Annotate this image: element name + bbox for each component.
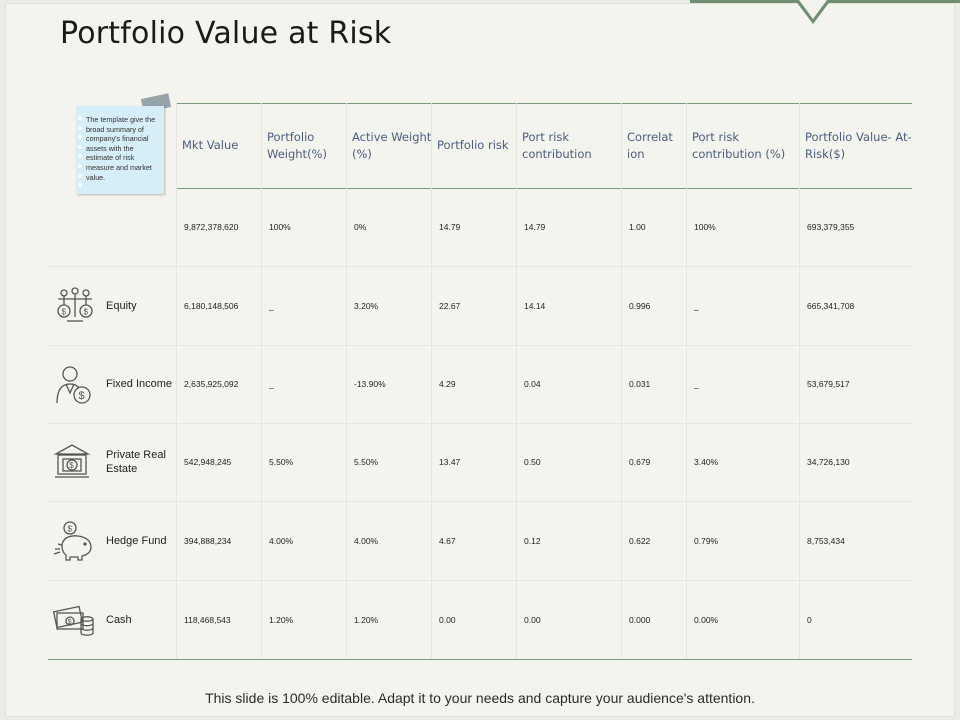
table-cell: 0% — [354, 222, 367, 232]
table-cell: 100% — [269, 222, 291, 232]
piggy-bank-icon: $ — [52, 520, 98, 567]
cash-coins-icon: $ — [52, 599, 98, 644]
row-label: Hedge Fund — [106, 535, 167, 547]
column-divider — [261, 103, 262, 659]
table-cell: 13.47 — [439, 457, 461, 467]
note-text: The template give the broad summary of c… — [86, 115, 156, 182]
table-cell: 0.622 — [629, 536, 651, 546]
table-cell: _ — [694, 301, 699, 311]
column-divider — [799, 103, 800, 659]
table-cell: 0 — [807, 615, 812, 625]
table-cell: 118,468,543 — [184, 615, 231, 625]
table-cell: 693,379,355 — [807, 222, 855, 232]
slide-background — [6, 4, 954, 716]
table-cell: 4.00% — [354, 536, 379, 546]
row-separator — [48, 345, 912, 346]
table-cell: 53,679,517 — [807, 379, 850, 389]
table-cell: 5.50% — [269, 457, 294, 467]
row-separator — [48, 501, 912, 502]
row-label: Fixed Income — [106, 378, 173, 390]
column-header: Correlat ion — [627, 130, 673, 161]
table-cell: 0.50 — [524, 457, 541, 467]
table-cell: 4.00% — [269, 536, 294, 546]
table-cell: 394,888,234 — [184, 536, 232, 546]
table-cell: 1.20% — [269, 615, 294, 625]
column-divider — [346, 103, 347, 659]
table-cell: 2,635,925,092 — [184, 379, 239, 389]
table-cell: 5.50% — [354, 457, 379, 467]
svg-text:$: $ — [68, 619, 72, 626]
table-cell: 14.14 — [524, 301, 546, 311]
row-label: Cash — [106, 614, 132, 626]
table-bottom-rule — [48, 659, 912, 660]
person-dollar-icon: $ — [52, 363, 96, 412]
column-header: Mkt Value — [182, 138, 239, 152]
svg-text:$: $ — [62, 308, 67, 317]
header-bottom-rule — [176, 188, 912, 189]
column-divider — [686, 103, 687, 659]
column-header: Portfolio Weight(%) — [267, 130, 327, 161]
column-divider — [431, 103, 432, 659]
table-cell: 0.679 — [629, 457, 651, 467]
row-label: Private Real Estate — [106, 449, 166, 475]
svg-text:$: $ — [69, 461, 74, 470]
table-cell: 34,726,130 — [807, 457, 850, 467]
table-cell: 6,180,148,506 — [184, 301, 239, 311]
table-cell: _ — [269, 379, 274, 389]
table-cell: 0.000 — [629, 615, 651, 625]
column-header: Portfolio Value- At- Risk($) — [805, 130, 912, 161]
page-title: Portfolio Value at Risk — [60, 16, 392, 51]
svg-text:$: $ — [79, 390, 85, 402]
table-cell: 0.00% — [694, 615, 719, 625]
table-cell: 542,948,245 — [184, 457, 232, 467]
table-cell: 665,341,708 — [807, 301, 855, 311]
table-cell: 0.031 — [629, 379, 651, 389]
row-separator — [48, 580, 912, 581]
table-cell: 3.20% — [354, 301, 379, 311]
table-cell: 0.79% — [694, 536, 719, 546]
table-cell: _ — [694, 379, 699, 389]
column-header: Active Weight (%) — [352, 130, 432, 161]
table-cell: 0.00 — [524, 615, 541, 625]
column-divider — [176, 103, 177, 659]
table-cell: 4.67 — [439, 536, 456, 546]
table-cell: 22.67 — [439, 301, 461, 311]
row-separator — [48, 266, 912, 267]
sticky-note: The template give the broad summary of c… — [76, 106, 164, 194]
bank-building-icon: $ — [52, 441, 92, 486]
table-cell: 14.79 — [439, 222, 461, 232]
column-header: Port risk contribution (%) — [692, 130, 786, 161]
table-cell: _ — [269, 301, 274, 311]
column-header: Port risk contribution — [522, 130, 592, 161]
svg-text:$: $ — [68, 524, 73, 533]
note-dots — [78, 116, 83, 193]
column-divider — [516, 103, 517, 659]
row-label: Equity — [106, 300, 137, 312]
table-cell: 14.79 — [524, 222, 546, 232]
table-cell: 1.20% — [354, 615, 379, 625]
table-cell: 4.29 — [439, 379, 456, 389]
top-accent-notch-inner — [799, 0, 827, 19]
svg-text:$: $ — [84, 308, 89, 317]
balance-scale-dollar-icon: $ $ — [52, 285, 98, 330]
table-top-rule — [176, 103, 912, 104]
column-divider — [621, 103, 622, 659]
table-cell: 8,753,434 — [807, 536, 845, 546]
row-separator — [48, 423, 912, 424]
table-cell: 0.12 — [524, 536, 541, 546]
table-cell: 0.996 — [629, 301, 651, 311]
table-cell: 9,872,378,620 — [184, 222, 239, 232]
table-cell: 0.00 — [439, 615, 456, 625]
footer-caption: This slide is 100% editable. Adapt it to… — [205, 690, 755, 706]
table-cell: 100% — [694, 222, 716, 232]
table-cell: 0.04 — [524, 379, 541, 389]
table-cell: 3.40% — [694, 457, 719, 467]
table-cell: -13.90% — [354, 379, 386, 389]
table-cell: 1.00 — [629, 222, 646, 232]
column-header: Portfolio risk — [437, 138, 509, 152]
